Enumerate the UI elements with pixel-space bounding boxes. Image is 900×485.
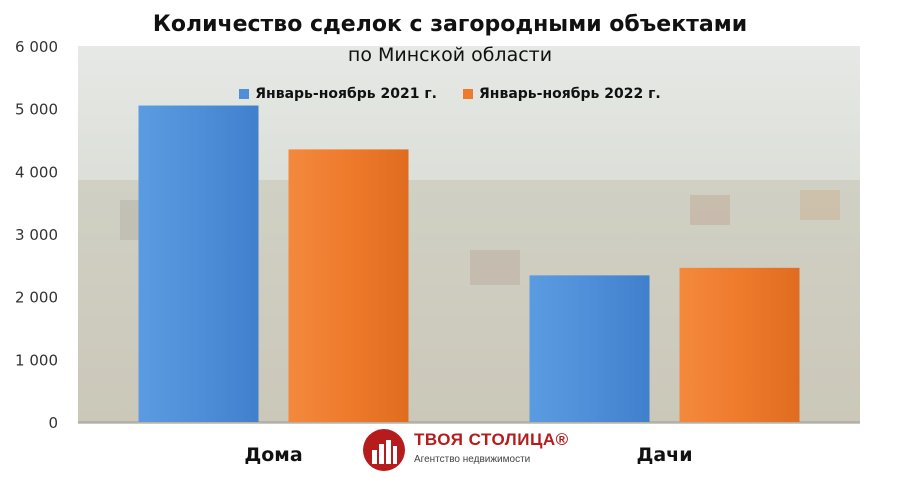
logo-mark-icon bbox=[363, 429, 405, 471]
y-tick-label: 6 000 bbox=[15, 38, 58, 56]
bar-dachi-2022 bbox=[679, 267, 800, 422]
y-tick-label: 3 000 bbox=[15, 226, 58, 244]
chart-subtitle: по Минской области bbox=[347, 44, 553, 66]
bar-doma-2022 bbox=[288, 149, 409, 422]
legend: Январь-ноябрь 2021 г. Январь-ноябрь 2022… bbox=[0, 86, 900, 102]
x-tick-label: Дачи bbox=[636, 444, 692, 466]
agency-logo: ТВОЯ СТОЛИЦА® Агентство недвижимости bbox=[362, 428, 582, 472]
x-tick-label: Дома bbox=[244, 444, 302, 466]
y-tick-label: 4 000 bbox=[15, 163, 58, 181]
legend-swatch-2021 bbox=[239, 89, 250, 99]
bar-doma-2021 bbox=[138, 105, 259, 423]
chart-title: Количество сделок с загородными объектам… bbox=[152, 12, 748, 37]
legend-label-2022: Январь-ноябрь 2022 г. bbox=[479, 86, 661, 102]
y-axis: 0 1 000 2 000 3 000 4 000 5 000 6 000 bbox=[15, 38, 58, 432]
bar-dachi-2021 bbox=[529, 275, 650, 422]
legend-label-2021: Январь-ноябрь 2021 г. bbox=[255, 86, 437, 102]
x-axis: Дома Дачи bbox=[244, 444, 692, 466]
legend-item-2021: Январь-ноябрь 2021 г. bbox=[239, 86, 437, 102]
legend-item-2022: Январь-ноябрь 2022 г. bbox=[463, 86, 661, 102]
y-tick-label: 0 bbox=[48, 414, 58, 432]
y-tick-label: 5 000 bbox=[15, 101, 58, 119]
legend-swatch-2022 bbox=[463, 89, 473, 99]
bars bbox=[78, 105, 860, 423]
logo-subtitle: Агентство недвижимости bbox=[414, 454, 531, 465]
logo-name: ТВОЯ СТОЛИЦА® bbox=[414, 430, 569, 449]
y-tick-label: 2 000 bbox=[15, 289, 58, 307]
y-tick-label: 1 000 bbox=[15, 351, 58, 369]
